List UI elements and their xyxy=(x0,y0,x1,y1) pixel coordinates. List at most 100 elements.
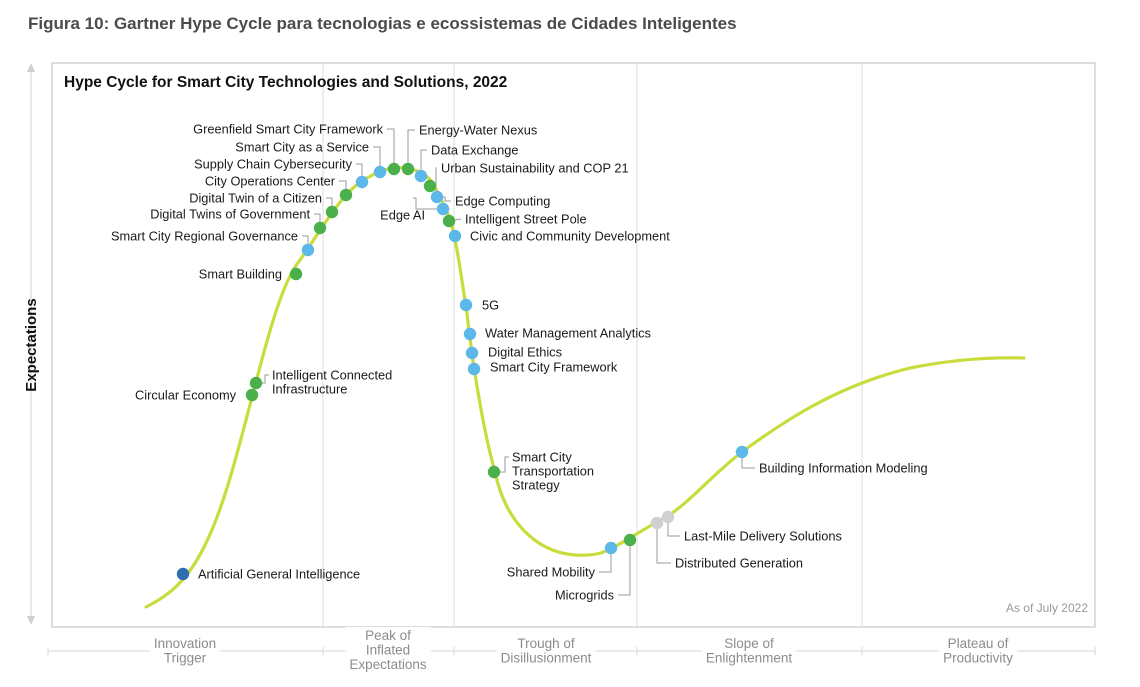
marker-point xyxy=(661,510,675,524)
point-label: City Operations Center xyxy=(205,174,336,189)
point-label-line: Intelligent Connected xyxy=(272,368,392,383)
point-label: Microgrids xyxy=(555,588,614,603)
phase-label: Peak of Inflated Expectations xyxy=(349,628,427,672)
point-label: Smart City as a Service xyxy=(235,140,369,155)
marker-point xyxy=(325,205,339,219)
point-label-line: Distributed Generation xyxy=(675,556,803,571)
leader-line xyxy=(407,129,415,169)
phase-label-backdrop xyxy=(701,635,797,667)
hype-curve xyxy=(144,166,1026,609)
marker-point xyxy=(423,179,437,193)
marker-point xyxy=(604,541,618,555)
figure-caption: Figura 10: Gartner Hype Cycle para tecno… xyxy=(28,14,737,33)
phase-label: Innovation Trigger xyxy=(154,636,216,666)
phase-label-line: Inflated xyxy=(366,643,410,658)
point-label-line: Intelligent Street Pole xyxy=(465,212,587,227)
point-label: Digital Twins of Government xyxy=(150,207,310,222)
point-label: Greenfield Smart City Framework xyxy=(193,122,383,137)
leader-line xyxy=(387,128,395,169)
point-label: Digital Ethics xyxy=(488,345,562,360)
point-label-line: Urban Sustainability and COP 21 xyxy=(441,161,629,176)
point-label-line: Strategy xyxy=(512,478,560,493)
point-label: Circular Economy xyxy=(135,388,237,403)
marker-point xyxy=(301,243,315,257)
marker-point xyxy=(465,346,479,360)
phase-label-line: Plateau of xyxy=(948,636,1009,651)
marker-point xyxy=(414,169,428,183)
point-label-line: Smart Building xyxy=(199,267,282,282)
marker-point xyxy=(735,445,749,459)
phase-label-line: Slope of xyxy=(724,636,774,651)
point-label-line: Circular Economy xyxy=(135,388,237,403)
point-label-line: Smart City Framework xyxy=(490,360,618,375)
chart-frame xyxy=(51,62,1096,628)
point-label: Intelligent Connected Infrastructure xyxy=(272,368,392,397)
leader-line xyxy=(667,517,680,537)
phase-label-line: Productivity xyxy=(943,651,1013,666)
point-label-line: 5G xyxy=(482,298,499,313)
phase-label-backdrop xyxy=(939,635,1018,667)
point-label: Intelligent Street Pole xyxy=(465,212,587,227)
marker-point xyxy=(463,327,477,341)
point-label-line: Greenfield Smart City Framework xyxy=(193,122,383,137)
point-label: 5G xyxy=(482,298,499,313)
phase-label-backdrop xyxy=(149,635,221,667)
marker-point xyxy=(289,267,303,281)
leader-line xyxy=(599,548,612,573)
phase-label: Slope of Enlightenment xyxy=(706,636,793,666)
phase-label-line: Enlightenment xyxy=(706,651,793,666)
point-label-line: Microgrids xyxy=(555,588,614,603)
point-label: Water Management Analytics xyxy=(485,326,651,341)
point-label-line: Shared Mobility xyxy=(507,565,596,580)
marker-point xyxy=(355,175,369,189)
phase-label-line: Trough of xyxy=(517,636,575,651)
marker-point xyxy=(442,214,456,228)
point-label-line: City Operations Center xyxy=(205,174,336,189)
point-label-line: Artificial General Intelligence xyxy=(198,567,360,582)
point-label-line: Data Exchange xyxy=(431,143,519,158)
phase-label-backdrop xyxy=(496,635,596,667)
marker-point xyxy=(436,202,450,216)
point-label: Data Exchange xyxy=(431,143,519,158)
marker-point xyxy=(487,465,501,479)
point-label-line: Smart City Regional Governance xyxy=(111,229,298,244)
point-label-line: Edge AI xyxy=(380,208,425,223)
point-label: Civic and Community Development xyxy=(470,229,670,244)
as-of-note: As of July 2022 xyxy=(1006,601,1088,615)
phase-label-backdrop xyxy=(345,627,431,673)
marker-point xyxy=(249,376,263,390)
point-label-line: Smart City as a Service xyxy=(235,140,369,155)
point-label: Smart Building xyxy=(199,267,282,282)
y-axis-label: Expectations xyxy=(23,298,40,391)
point-label-line: Edge Computing xyxy=(455,194,550,209)
y-axis-arrow-bottom xyxy=(27,616,35,625)
leader-line xyxy=(413,197,443,210)
point-label-line: Transportation xyxy=(512,464,594,479)
phase-label-line: Innovation xyxy=(154,636,216,651)
chart-title: Hype Cycle for Smart City Technologies a… xyxy=(64,74,507,91)
point-label: Last-Mile Delivery Solutions xyxy=(684,529,842,544)
point-label-line: Digital Twins of Government xyxy=(150,207,310,222)
point-label-line: Supply Chain Cybersecurity xyxy=(194,157,353,172)
phase-label-line: Expectations xyxy=(349,657,427,672)
point-label: Energy-Water Nexus xyxy=(419,123,537,138)
point-label-line: Building Information Modeling xyxy=(759,461,928,476)
marker-point xyxy=(387,162,401,176)
phase-label: Trough of Disillusionment xyxy=(501,636,592,666)
point-label: Smart City Transportation Strategy xyxy=(512,450,594,493)
point-label: Distributed Generation xyxy=(675,556,803,571)
point-label-line: Infrastructure xyxy=(272,382,347,397)
point-label: Edge Computing xyxy=(455,194,550,209)
y-axis-arrow-top xyxy=(27,63,35,72)
point-label-line: Smart City xyxy=(512,450,572,465)
point-label: Digital Twin of a Citizen xyxy=(189,191,322,206)
point-label-line: Digital Ethics xyxy=(488,345,562,360)
marker-point xyxy=(430,190,444,204)
marker-point xyxy=(650,516,664,530)
phase-label: Plateau of Productivity xyxy=(943,636,1013,666)
point-label: Edge AI xyxy=(380,208,425,223)
leader-line xyxy=(420,149,427,176)
point-label: Supply Chain Cybersecurity xyxy=(194,157,353,172)
